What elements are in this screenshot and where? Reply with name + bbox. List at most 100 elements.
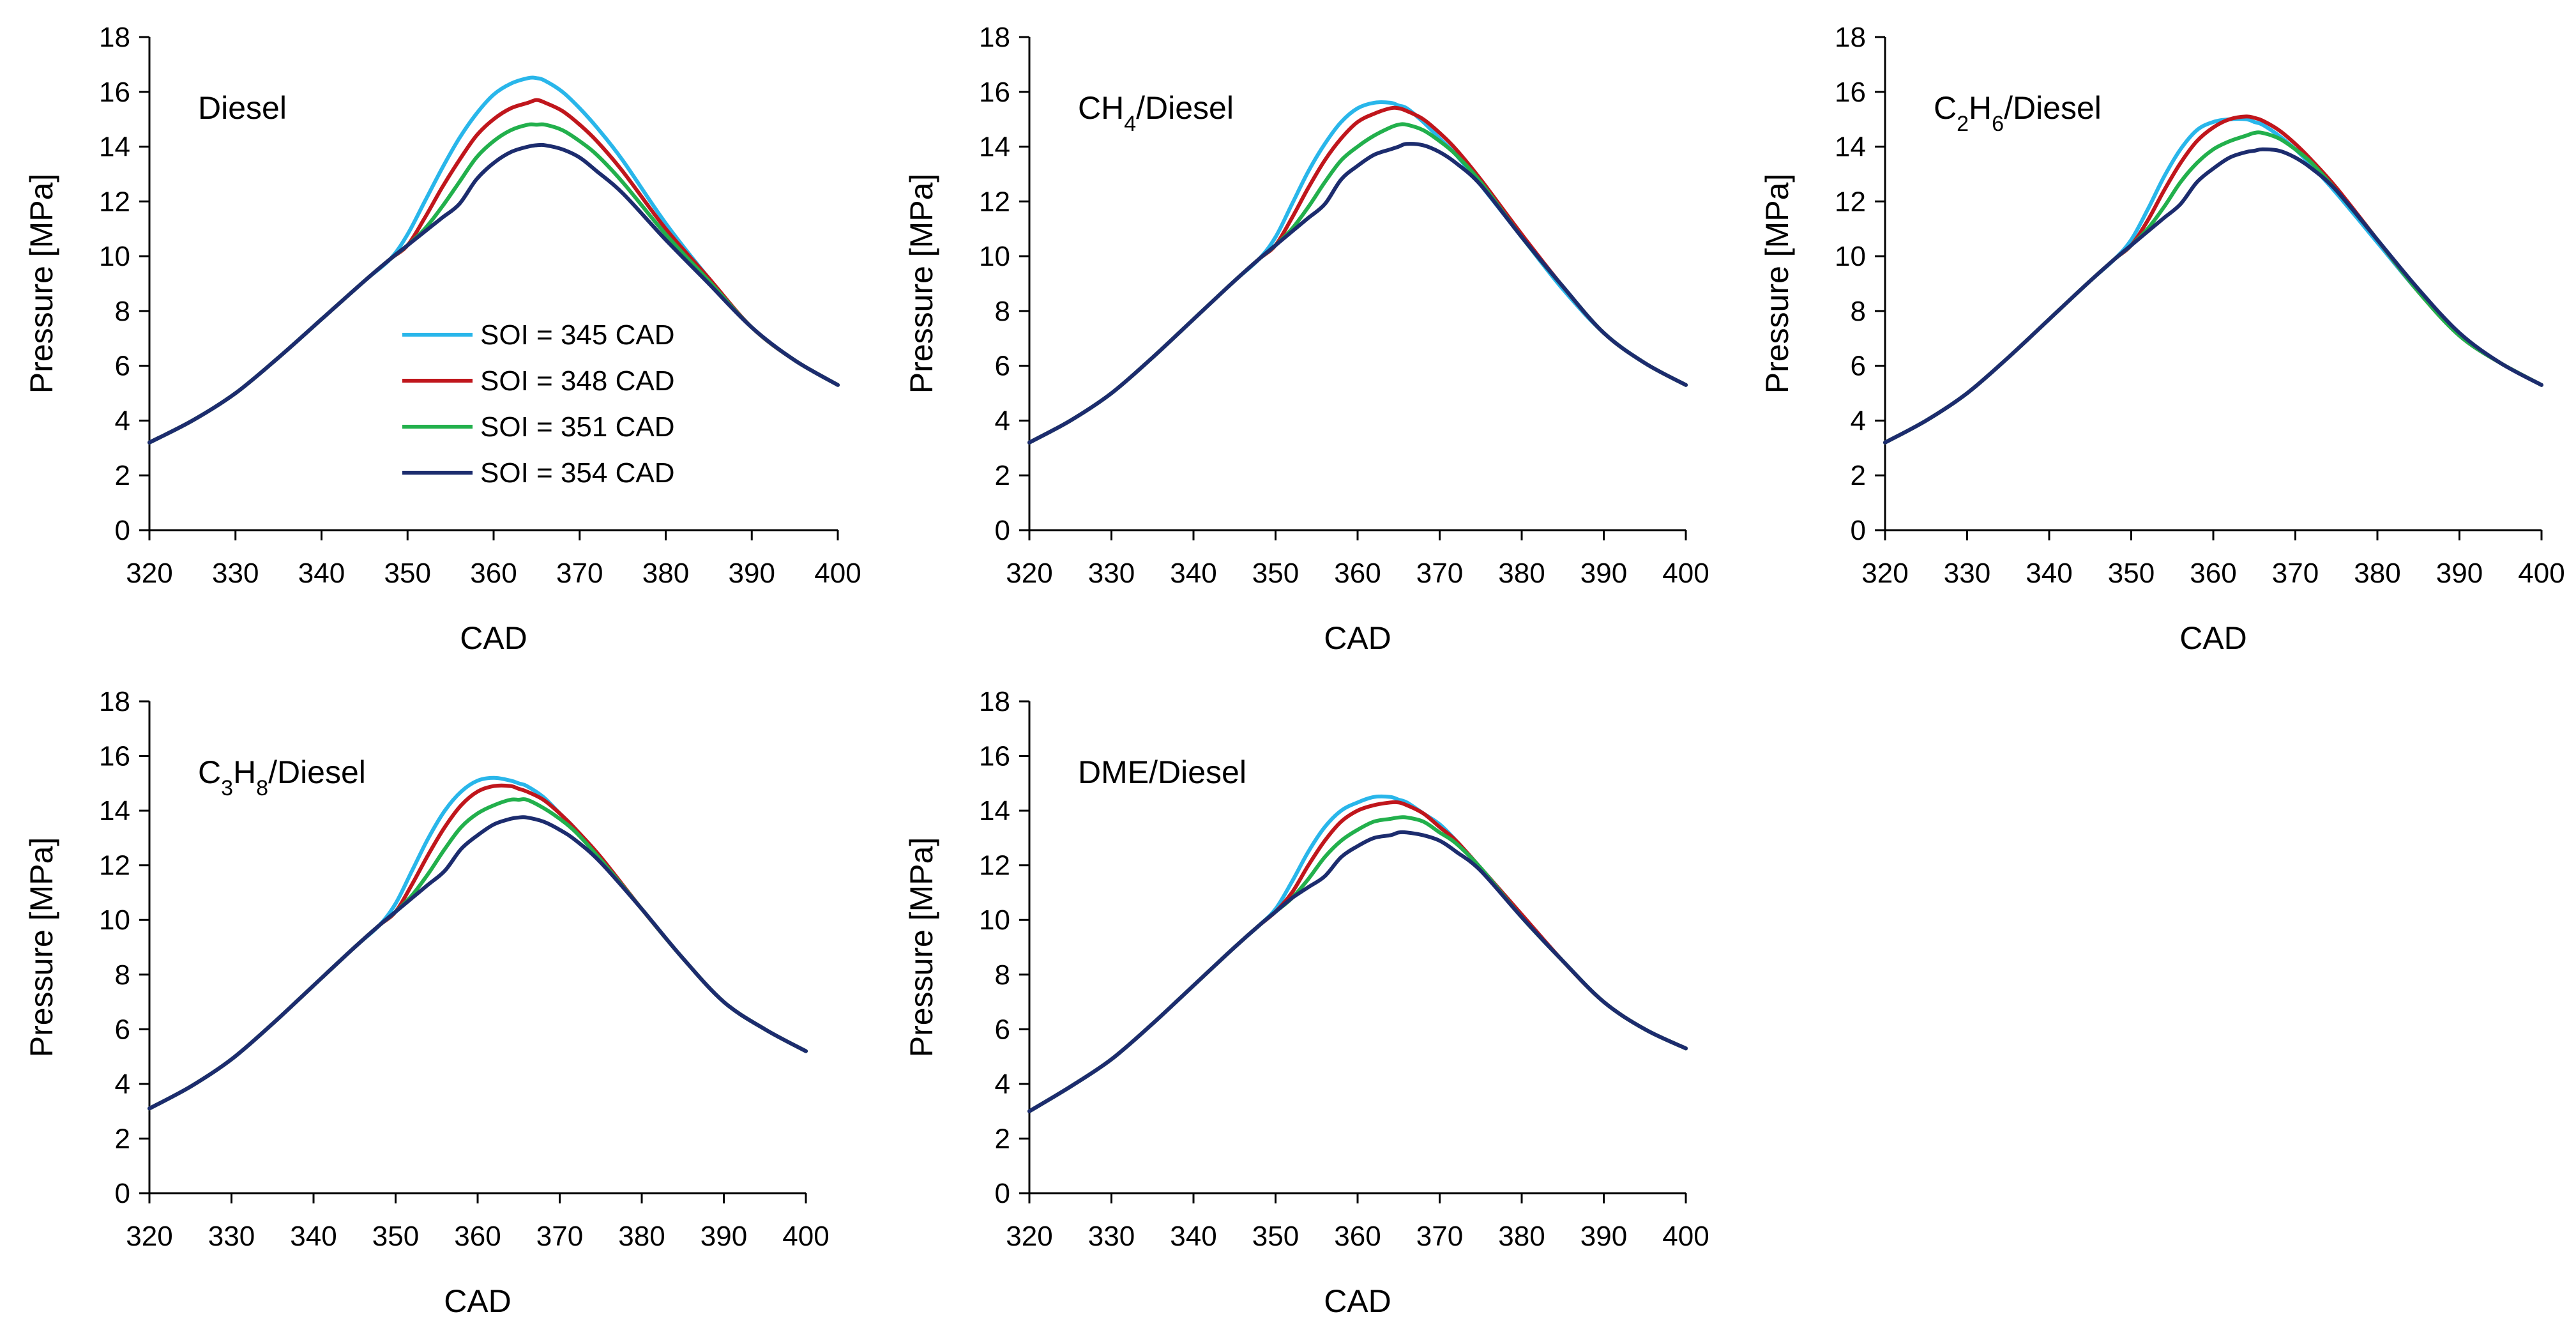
series-line-soi-354 <box>148 815 808 1111</box>
legend-label: SOI = 348 CAD <box>480 365 674 397</box>
series-line-soi-351 <box>148 797 808 1111</box>
y-tick-label: 18 <box>979 22 1010 53</box>
x-tick-label: 370 <box>536 1221 583 1252</box>
y-axis-label: Pressure [MPa] <box>24 837 59 1058</box>
y-tick-label: 2 <box>995 460 1010 491</box>
series-line-soi-348 <box>1883 114 2543 445</box>
y-tick-label: 18 <box>979 686 1010 717</box>
y-tick-label: 8 <box>1851 296 1866 327</box>
x-tick-label: 390 <box>1580 558 1627 589</box>
x-tick-label: 360 <box>1334 558 1381 589</box>
series-line-soi-345 <box>148 775 808 1111</box>
x-axis-label: CAD <box>2179 620 2247 656</box>
y-tick-label: 6 <box>1851 351 1866 382</box>
x-tick-label: 360 <box>454 1221 501 1252</box>
legend: SOI = 345 CAD SOI = 348 CAD SOI = 351 CAD S… <box>402 319 674 489</box>
x-tick-label: 320 <box>1861 558 1908 589</box>
series-line-soi-354 <box>1883 147 2543 445</box>
y-tick-label: 10 <box>979 241 1010 272</box>
x-tick-label: 320 <box>126 1221 172 1252</box>
series-line-soi-348 <box>1027 800 1688 1113</box>
x-tick-label: 400 <box>2518 558 2565 589</box>
y-tick-label: 14 <box>979 132 1010 163</box>
y-tick-label: 4 <box>115 1069 130 1100</box>
x-tick-label: 370 <box>556 558 603 589</box>
y-axis-label: Pressure [MPa] <box>904 174 939 394</box>
y-tick-label: 4 <box>1851 405 1866 436</box>
x-tick-label: 400 <box>782 1221 829 1252</box>
x-tick-label: 360 <box>1334 1221 1381 1252</box>
x-tick-label: 330 <box>208 1221 255 1252</box>
x-tick-label: 330 <box>1944 558 1990 589</box>
x-tick-label: 340 <box>1170 1221 1216 1252</box>
y-tick-label: 12 <box>1835 186 1866 217</box>
x-tick-label: 330 <box>212 558 259 589</box>
x-tick-label: 350 <box>372 1221 419 1252</box>
y-tick-label: 16 <box>99 77 130 108</box>
x-tick-label: 340 <box>298 558 345 589</box>
y-tick-label: 2 <box>115 460 130 491</box>
series-line-soi-351 <box>1027 815 1688 1113</box>
y-tick-label: 12 <box>99 186 130 217</box>
y-tick-label: 4 <box>995 405 1010 436</box>
y-tick-label: 6 <box>115 1014 130 1045</box>
y-tick-label: 8 <box>115 296 130 327</box>
x-axis-label: CAD <box>444 1283 511 1319</box>
y-tick-label: 10 <box>99 241 130 272</box>
series-line-soi-345 <box>1027 100 1688 445</box>
x-tick-label: 320 <box>1006 558 1052 589</box>
y-tick-label: 6 <box>115 351 130 382</box>
y-tick-label: 16 <box>979 77 1010 108</box>
x-tick-label: 360 <box>2190 558 2236 589</box>
y-tick-label: 16 <box>979 741 1010 772</box>
y-tick-label: 12 <box>979 850 1010 881</box>
chart-panel-4: 0 2 4 6 8 10 12 14 16 18 320 330 340 350 360 370 380 390 4… <box>24 686 830 1319</box>
y-tick-label: 0 <box>1851 515 1866 546</box>
x-tick-label: 330 <box>1088 558 1135 589</box>
y-tick-label: 0 <box>995 1178 1010 1209</box>
panel-annotation: DME/Diesel <box>1078 754 1246 790</box>
y-tick-label: 6 <box>995 351 1010 382</box>
legend-label: SOI = 351 CAD <box>480 411 674 443</box>
x-tick-label: 390 <box>1580 1221 1627 1252</box>
y-tick-label: 6 <box>995 1014 1010 1045</box>
y-tick-label: 0 <box>995 515 1010 546</box>
y-tick-label: 10 <box>979 904 1010 936</box>
y-axis-label: Pressure [MPa] <box>24 174 59 394</box>
y-tick-label: 4 <box>995 1069 1010 1100</box>
y-tick-label: 10 <box>99 904 130 936</box>
x-tick-label: 390 <box>729 558 775 589</box>
y-tick-label: 12 <box>979 186 1010 217</box>
x-tick-label: 340 <box>1170 558 1216 589</box>
x-tick-label: 390 <box>2436 558 2483 589</box>
x-tick-label: 380 <box>642 558 689 589</box>
x-tick-label: 400 <box>1662 1221 1709 1252</box>
x-tick-label: 370 <box>1416 558 1463 589</box>
chart-panel-2: 0 2 4 6 8 10 12 14 16 18 320 330 340 350 360 370 380 390 4… <box>904 22 1709 656</box>
x-tick-label: 400 <box>814 558 861 589</box>
panel-annotation: C3H8/Diesel <box>198 754 366 800</box>
x-tick-label: 380 <box>1498 558 1545 589</box>
y-tick-label: 4 <box>115 405 130 436</box>
x-tick-label: 380 <box>618 1221 665 1252</box>
chart-panel-5: 0 2 4 6 8 10 12 14 16 18 320 330 340 350 360 370 380 390 4… <box>904 686 1709 1319</box>
x-tick-label: 320 <box>1006 1221 1052 1252</box>
x-tick-label: 390 <box>701 1221 747 1252</box>
y-axis-label: Pressure [MPa] <box>904 837 939 1058</box>
y-tick-label: 10 <box>1835 241 1866 272</box>
y-tick-label: 14 <box>99 132 130 163</box>
series-line-soi-351 <box>1027 122 1688 445</box>
y-tick-label: 2 <box>115 1123 130 1154</box>
legend-label: SOI = 345 CAD <box>480 319 674 351</box>
x-tick-label: 400 <box>1662 558 1709 589</box>
x-tick-label: 370 <box>2272 558 2319 589</box>
y-tick-label: 8 <box>995 959 1010 991</box>
y-tick-label: 2 <box>995 1123 1010 1154</box>
x-tick-label: 340 <box>290 1221 337 1252</box>
x-tick-label: 340 <box>2026 558 2072 589</box>
y-tick-label: 18 <box>99 22 130 53</box>
series-line-soi-354 <box>1027 142 1688 445</box>
panel-annotation: C2H6/Diesel <box>1934 90 2102 136</box>
x-tick-label: 320 <box>126 558 172 589</box>
